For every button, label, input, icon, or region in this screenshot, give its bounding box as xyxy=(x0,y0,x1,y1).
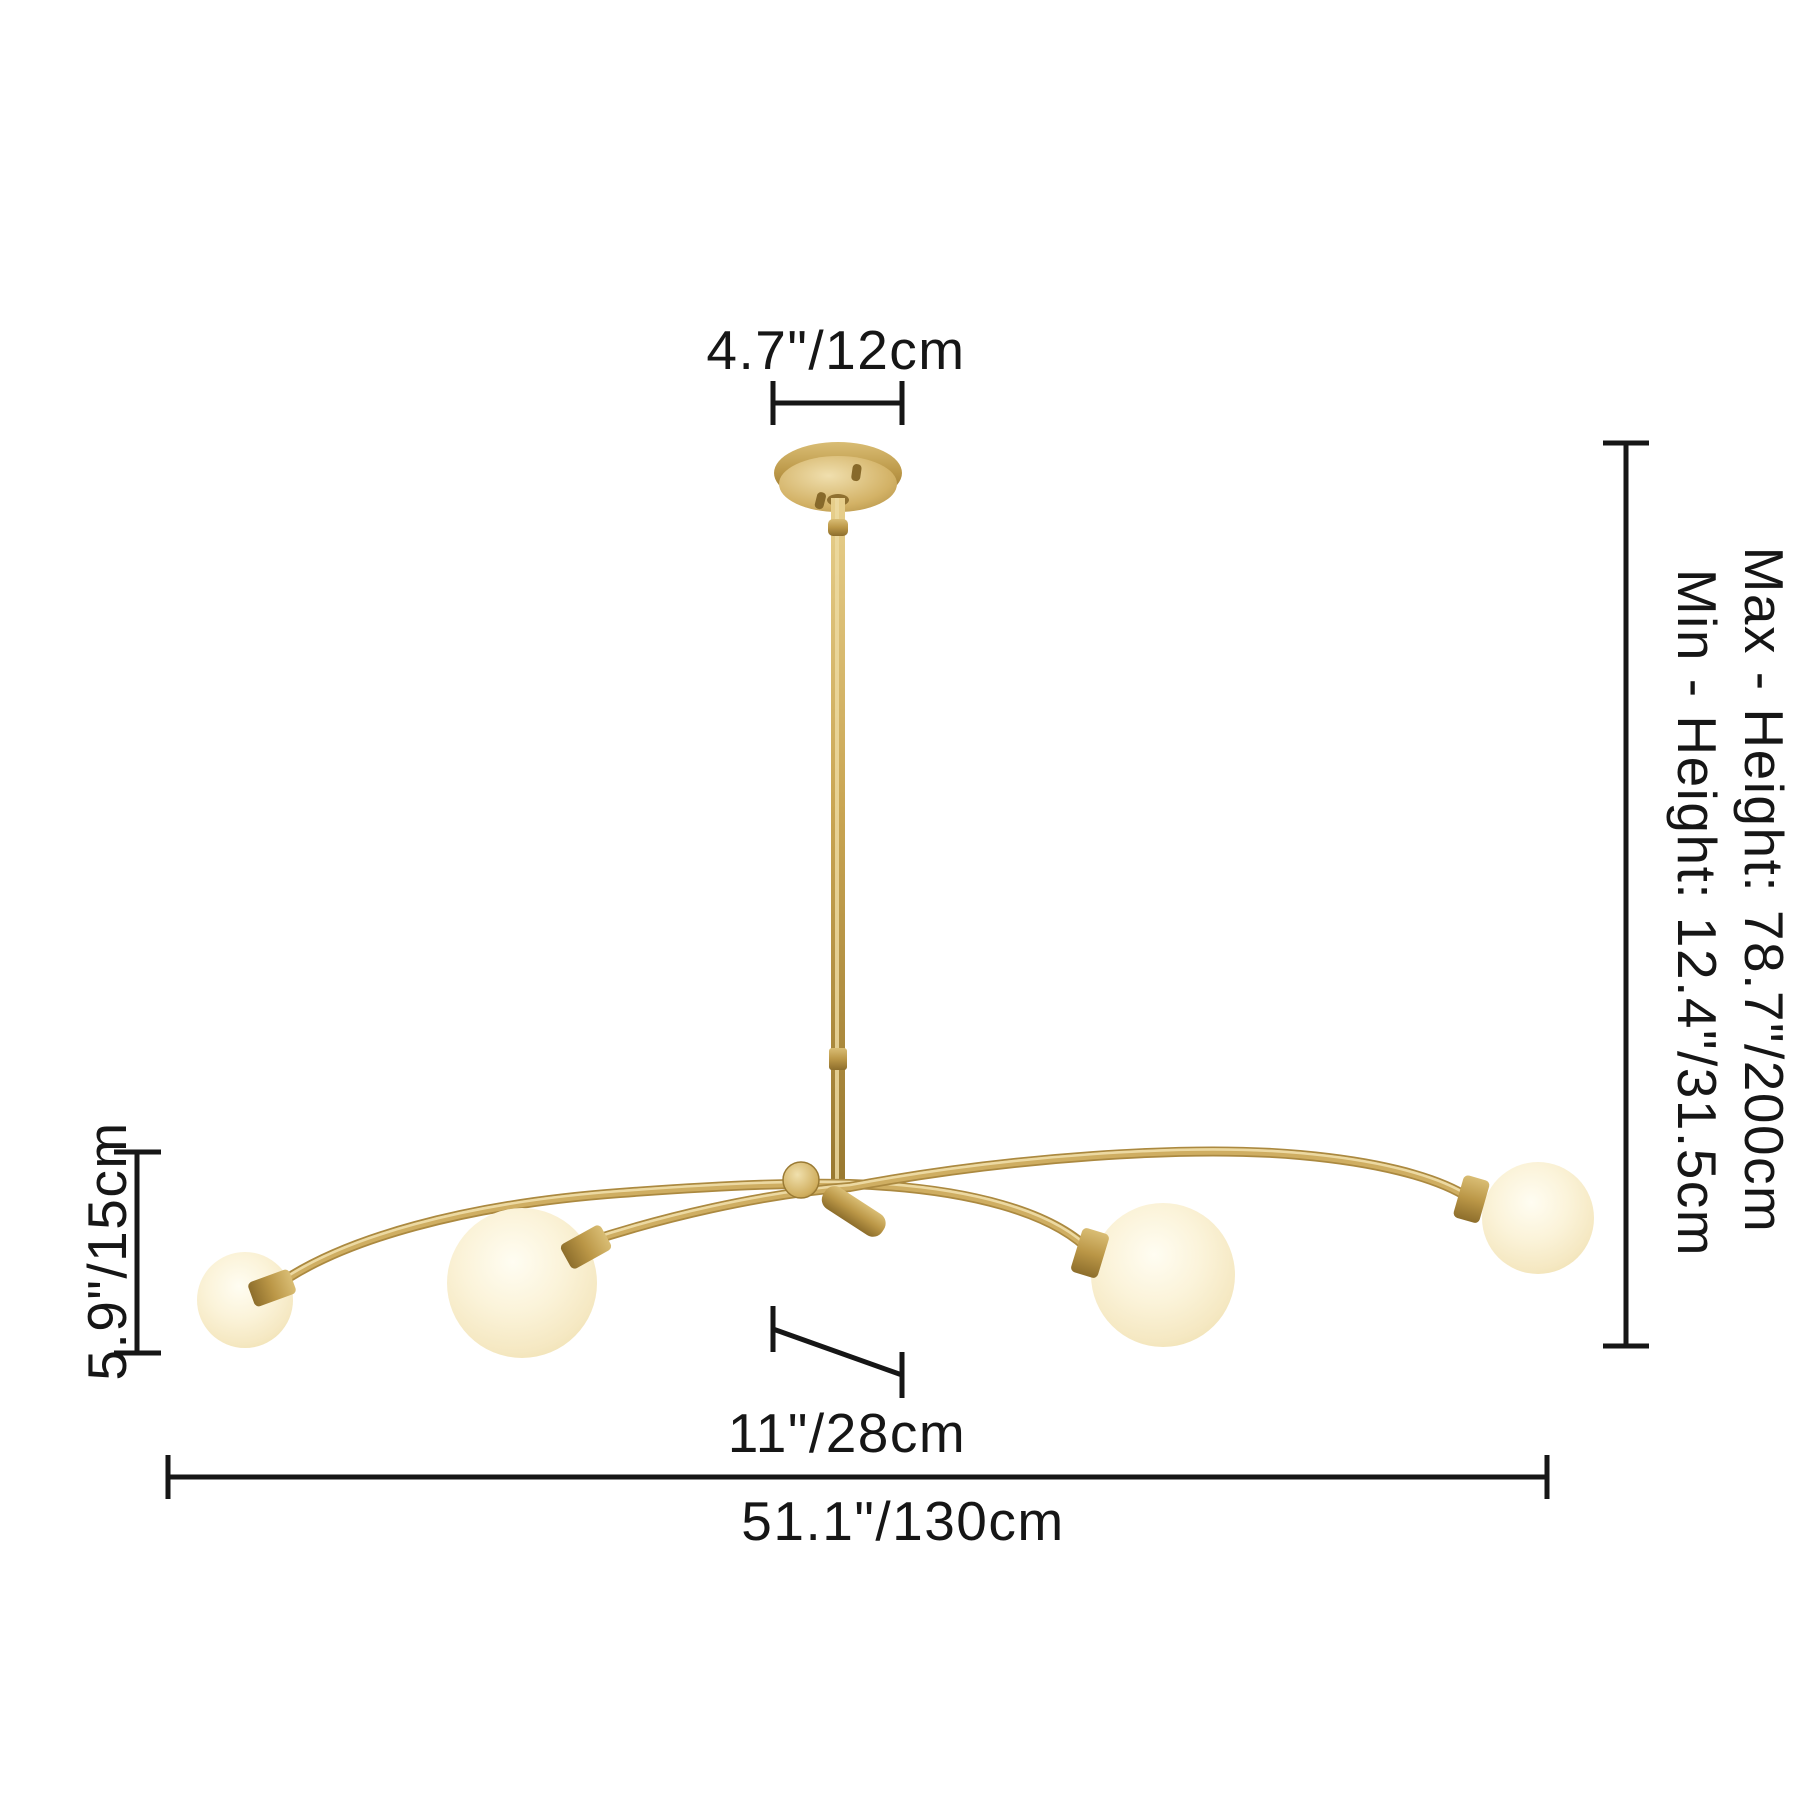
canopy-width-label: 4.7"/12cm xyxy=(706,319,965,381)
downrod-highlight xyxy=(835,498,839,1192)
arm1-highlight xyxy=(270,1180,1094,1289)
min-height-label: Min - Height: 12.4"/31.5cm xyxy=(1666,569,1728,1257)
socket-2 xyxy=(560,1225,612,1269)
arm-offset-line xyxy=(772,1326,903,1378)
arm1-mid xyxy=(268,1180,1096,1293)
globe-sockets xyxy=(248,1175,1490,1307)
dimensions: 4.7"/12cm Max - Height: 78.7"/200cm Min … xyxy=(76,319,1795,1552)
downrod-joint xyxy=(828,519,848,536)
height-dimension: Max - Height: 78.7"/200cm Min - Height: … xyxy=(1603,440,1795,1349)
socket-3 xyxy=(1071,1228,1109,1278)
globe-3 xyxy=(1091,1203,1235,1347)
total-width-label: 51.1"/130cm xyxy=(741,1490,1064,1552)
globes xyxy=(197,1162,1594,1358)
globe-height-label: 5.9"/15cm xyxy=(76,1121,138,1380)
chandelier xyxy=(197,442,1594,1358)
canopy-width-dimension: 4.7"/12cm xyxy=(706,319,965,425)
arm-offset-label: 11"/28cm xyxy=(728,1402,966,1464)
arm2-highlight xyxy=(583,1148,1471,1243)
arm2-base xyxy=(580,1146,1474,1248)
arm2-mid xyxy=(581,1148,1473,1247)
hub-sleeve xyxy=(821,1186,886,1237)
globe-1 xyxy=(197,1252,293,1348)
globe-2 xyxy=(447,1208,597,1358)
central-hub xyxy=(782,1161,886,1237)
arm-offset-dimension: 11"/28cm xyxy=(728,1306,966,1464)
canopy-screw-right xyxy=(851,464,862,482)
canopy-screw-left xyxy=(814,492,826,510)
socket-1 xyxy=(248,1269,296,1307)
downrod-coupler xyxy=(829,1048,847,1070)
max-height-label: Max - Height: 78.7"/200cm xyxy=(1733,547,1795,1234)
total-width-dimension: 51.1"/130cm xyxy=(165,1455,1550,1552)
ceiling-canopy xyxy=(774,442,902,512)
arms xyxy=(267,1146,1474,1294)
globe-height-dimension: 5.9"/15cm xyxy=(76,1121,161,1381)
downrod xyxy=(828,498,848,1192)
hub-knob xyxy=(782,1161,820,1199)
canopy-face xyxy=(779,456,897,512)
socket-4 xyxy=(1453,1175,1490,1223)
globe-4 xyxy=(1482,1162,1594,1274)
arm-left-to-inner-right xyxy=(267,1178,1097,1294)
arm-inner-left-to-right xyxy=(580,1146,1474,1248)
